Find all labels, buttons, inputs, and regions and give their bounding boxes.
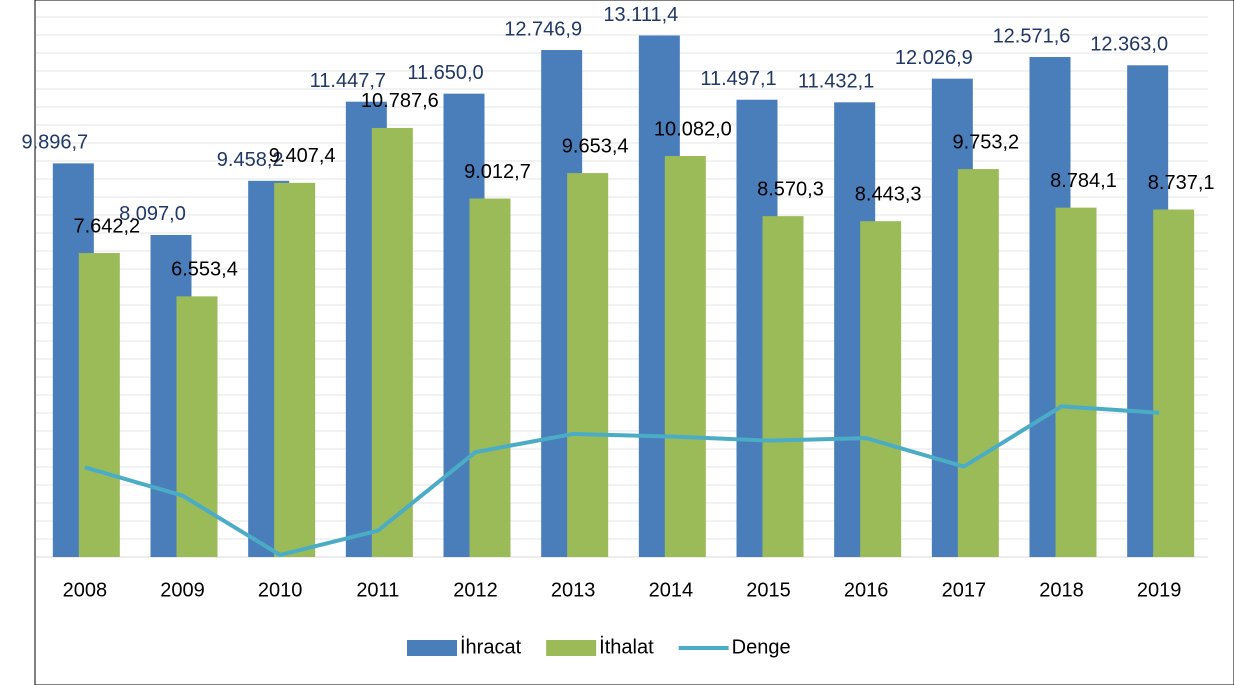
- x-tick-label: 2012: [453, 579, 498, 601]
- bar: [567, 173, 609, 557]
- x-tick-label: 2013: [551, 579, 596, 601]
- data-label: 13.111,4: [603, 4, 678, 26]
- x-tick-label: 2015: [746, 579, 791, 601]
- data-label: 8.784,1: [1050, 170, 1117, 192]
- legend-label: İthalat: [599, 635, 654, 658]
- x-tick-label: 2010: [258, 579, 303, 601]
- bar: [1055, 207, 1097, 557]
- data-label: 8.737,1: [1148, 172, 1215, 194]
- bar: [78, 253, 120, 557]
- data-label: 12.363,0: [1090, 34, 1168, 56]
- data-label: 8.570,3: [757, 178, 824, 200]
- data-label: 9.012,7: [464, 161, 531, 183]
- bar: [957, 169, 999, 558]
- bar: [469, 198, 511, 557]
- x-tick-label: 2009: [160, 579, 205, 601]
- data-label: 11.497,1: [700, 68, 776, 90]
- bar: [371, 127, 413, 557]
- data-label: 9.896,7: [21, 132, 88, 154]
- data-label: 10.082,0: [654, 118, 732, 140]
- data-label: 12.746,9: [504, 18, 582, 40]
- data-label: 11.447,7: [310, 70, 386, 92]
- bar: [1153, 209, 1195, 557]
- data-label: 9.458,2: [217, 149, 284, 171]
- x-tick-label: 2008: [63, 579, 108, 601]
- data-label: 8.097,0: [119, 203, 186, 225]
- legend-swatch: [407, 640, 457, 656]
- bar: [176, 296, 218, 557]
- data-label: 7.642,2: [73, 215, 140, 237]
- x-tick-label: 2011: [356, 579, 399, 601]
- legend-swatch: [546, 640, 597, 656]
- x-tick-label: 2014: [649, 579, 694, 601]
- legend-label: Denge: [732, 636, 791, 658]
- data-label: 11.650,0: [407, 62, 483, 84]
- data-label: 8.443,3: [855, 183, 922, 205]
- x-tick-label: 2017: [942, 579, 987, 601]
- data-label: 11.432,1: [798, 71, 874, 93]
- bar: [762, 216, 804, 557]
- bar: [860, 221, 902, 557]
- bar: [274, 182, 316, 557]
- x-tick-label: 2016: [844, 579, 889, 601]
- x-tick-label: 2018: [1039, 579, 1084, 601]
- data-label: 9.753,2: [952, 131, 1019, 153]
- data-label: 12.571,6: [993, 25, 1071, 47]
- x-tick-label: 2019: [1137, 579, 1182, 601]
- bar: [664, 156, 706, 558]
- legend-label: İhracat: [460, 635, 522, 658]
- data-label: 6.553,4: [171, 259, 238, 281]
- data-label: 12.026,9: [895, 47, 973, 69]
- line: [84, 404, 1160, 557]
- data-label: 9.653,4: [562, 135, 629, 157]
- data-label: 10.787,6: [361, 90, 439, 112]
- data-label: 9.407,4: [269, 145, 336, 167]
